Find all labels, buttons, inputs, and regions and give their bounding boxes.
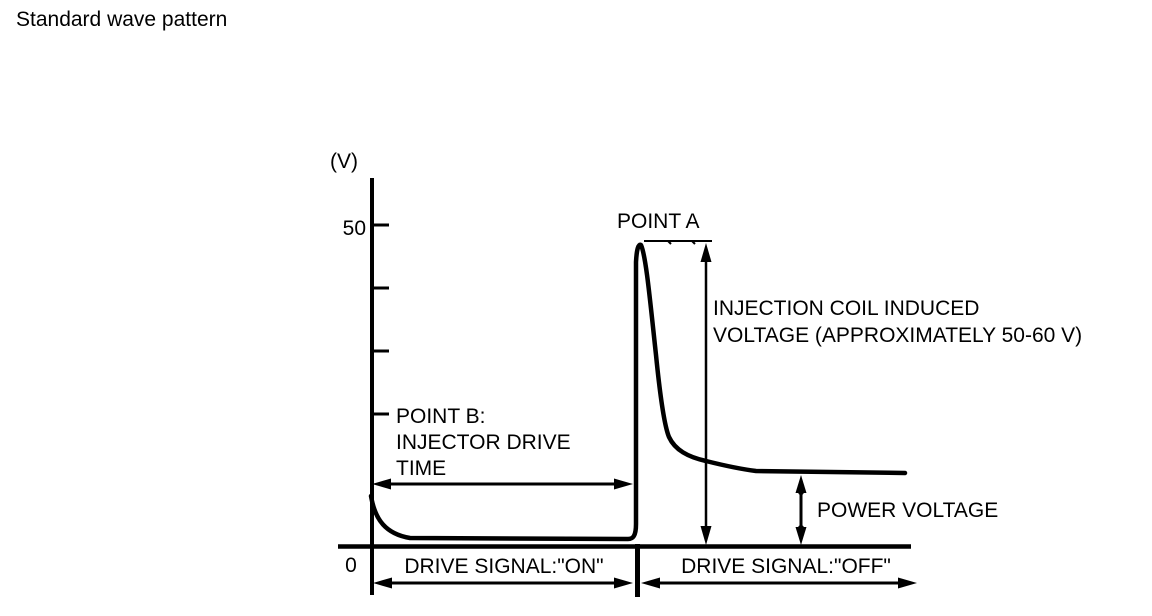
drive-signal-on-label: DRIVE SIGNAL:"ON" [404,555,603,578]
peak-line-hash-2 [691,240,696,245]
origin-label: 0 [345,554,357,577]
arrow-tail-dot [798,489,804,495]
arrowhead-up-icon [795,475,807,493]
peak-line-hash-1 [667,240,672,245]
arrowhead-down-icon [700,526,712,545]
annotation-labels: POINT A INJECTION COIL INDUCED VOLTAGE (… [396,210,1082,578]
y-axis-unit-label: (V) [330,150,358,173]
point-b-label-line2: INJECTOR DRIVE [396,431,571,454]
arrowhead-left-icon [373,577,392,589]
point-b-label-line1: POINT B: [396,405,485,428]
drive-off-span-arrow [641,577,917,589]
peak-reference-line [644,240,712,245]
figure-title: Standard wave pattern [16,8,227,31]
arrowhead-down-icon [795,527,807,545]
y-axis-ticks [372,223,389,416]
arrowhead-up-icon [700,243,712,262]
injector-voltage-waveform [368,242,908,542]
arrow-tail-dot [798,525,804,531]
axes-group: (V) 50 0 [330,150,911,597]
injector-drive-time-arrow [372,478,633,490]
induced-voltage-label-line2: VOLTAGE (APPROXIMATELY 50-60 V) [713,324,1082,347]
induced-voltage-arrow [700,243,712,545]
point-b-label-line3: TIME [396,457,446,480]
power-voltage-label: POWER VOLTAGE [817,499,998,522]
drive-signal-off-label: DRIVE SIGNAL:"OFF" [681,555,891,578]
y-axis-tick-label-50: 50 [343,217,366,240]
induced-voltage-label-line1: INJECTION COIL INDUCED [713,297,979,320]
drive-on-span-arrow [373,577,633,589]
arrowhead-right-icon [614,478,633,490]
power-voltage-arrow [795,475,807,545]
arrowhead-right-icon [898,577,917,589]
arrowhead-right-icon [614,577,633,589]
arrowhead-left-icon [372,478,391,490]
arrowhead-left-icon [641,577,660,589]
point-a-label: POINT A [617,210,699,233]
